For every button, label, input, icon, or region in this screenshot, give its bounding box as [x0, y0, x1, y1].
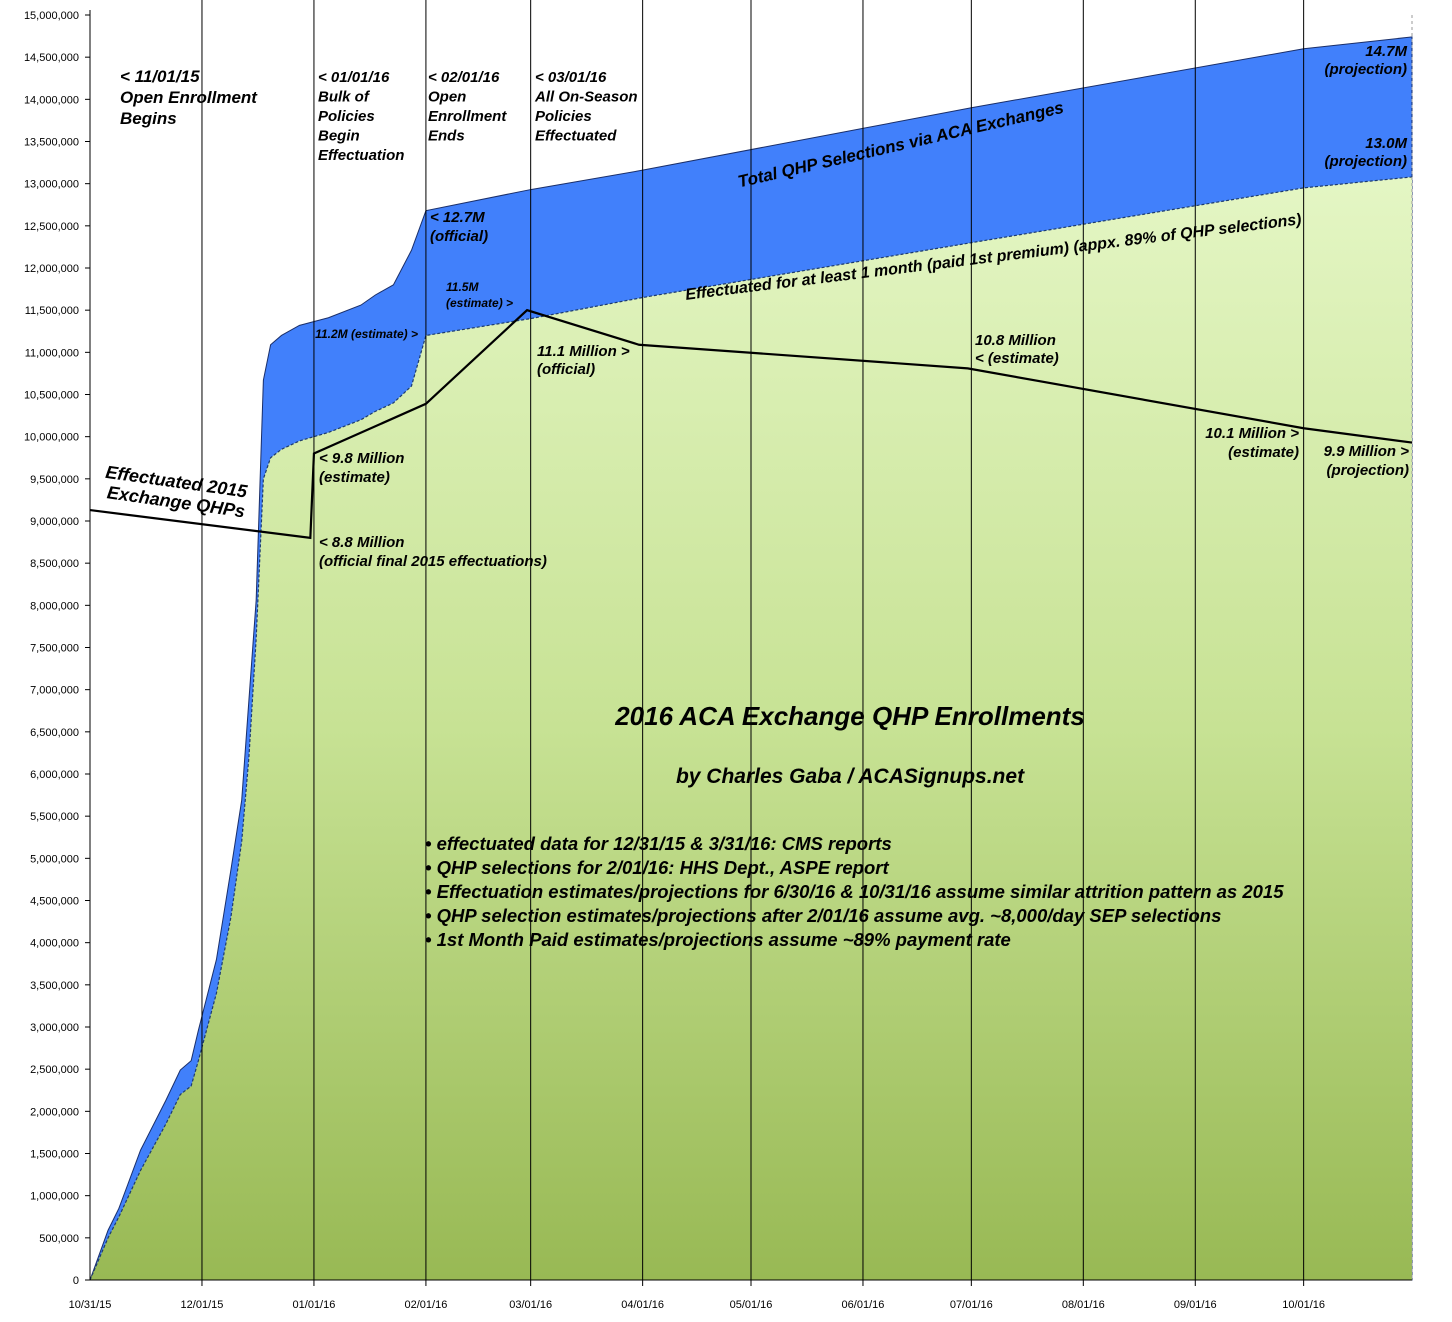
y-tick-label: 14,500,000 [24, 52, 79, 64]
y-tick-label: 12,500,000 [24, 221, 79, 233]
note: • Effectuation estimates/projections for… [425, 881, 1284, 902]
x-tick-label: 02/01/16 [405, 1299, 448, 1311]
y-tick-label: 3,000,000 [30, 1022, 79, 1034]
annotation: < (estimate) [975, 350, 1059, 367]
annotation: Policies [318, 108, 375, 125]
annotation: (estimate) [1228, 444, 1299, 461]
y-tick-label: 13,500,000 [24, 137, 79, 149]
annotation: (official) [430, 228, 488, 245]
annotation: Effectuation [318, 147, 404, 164]
note: • effectuated data for 12/31/15 & 3/31/1… [425, 833, 892, 854]
note: • QHP selections for 2/01/16: HHS Dept.,… [425, 857, 889, 878]
x-tick-label: 03/01/16 [509, 1299, 552, 1311]
y-tick-label: 3,500,000 [30, 980, 79, 992]
y-tick-label: 5,000,000 [30, 853, 79, 865]
y-tick-label: 4,000,000 [30, 938, 79, 950]
annotation: < 01/01/16 [318, 69, 390, 86]
annotation: Ends [428, 128, 465, 145]
x-tick-label: 04/01/16 [621, 1299, 664, 1311]
y-tick-label: 4,500,000 [30, 896, 79, 908]
y-tick-label: 2,000,000 [30, 1106, 79, 1118]
annotation: 9.9 Million > [1324, 443, 1410, 460]
annotation: Open Enrollment [120, 88, 258, 107]
x-tick-label: 09/01/16 [1174, 1299, 1217, 1311]
x-tick-label: 10/01/16 [1282, 1299, 1325, 1311]
annotation: 13.0M [1365, 135, 1407, 152]
x-tick-label: 12/01/15 [181, 1299, 224, 1311]
x-tick-label: 01/01/16 [293, 1299, 336, 1311]
note: • QHP selection estimates/projections af… [425, 905, 1221, 926]
annotation: < 03/01/16 [535, 69, 607, 86]
y-tick-label: 0 [73, 1275, 79, 1287]
y-tick-label: 7,000,000 [30, 685, 79, 697]
annotation: < 12.7M [430, 209, 485, 226]
annotation: Begin [318, 128, 360, 145]
y-tick-label: 5,500,000 [30, 811, 79, 823]
y-tick-label: 8,500,000 [30, 558, 79, 570]
annotation: Open [428, 89, 466, 106]
annotation: < 02/01/16 [428, 69, 500, 86]
annotation: < 11/01/15 [120, 67, 200, 86]
x-tick-label: 07/01/16 [950, 1299, 993, 1311]
y-tick-label: 7,500,000 [30, 643, 79, 655]
y-tick-label: 6,000,000 [30, 769, 79, 781]
annotation: (estimate) [319, 469, 390, 486]
annotation: 11.2M (estimate) > [315, 327, 418, 341]
y-tick-label: 11,500,000 [25, 305, 79, 317]
x-tick-label: 08/01/16 [1062, 1299, 1105, 1311]
annotation: All On-Season [534, 89, 638, 106]
annotation: Policies [535, 108, 592, 125]
y-tick-label: 1,500,000 [30, 1149, 79, 1161]
annotation: Begins [120, 109, 177, 128]
annotation: (estimate) > [446, 296, 513, 310]
chart-subtitle: by Charles Gaba / ACASignups.net [676, 765, 1025, 788]
y-tick-label: 13,000,000 [24, 179, 79, 191]
y-tick-label: 1,000,000 [30, 1191, 79, 1203]
y-tick-label: 10,500,000 [24, 390, 79, 402]
annotation: (projection) [1325, 61, 1408, 78]
y-tick-label: 15,000,000 [24, 10, 79, 22]
annotation: (official final 2015 effectuations) [319, 553, 547, 570]
annotation: 10.1 Million > [1205, 425, 1299, 442]
annotation: (official) [537, 361, 595, 378]
annotation: Enrollment [428, 108, 507, 125]
note: • 1st Month Paid estimates/projections a… [425, 929, 1011, 950]
y-tick-label: 8,000,000 [30, 600, 79, 612]
annotation: < 8.8 Million [319, 534, 404, 551]
series-label: Effectuated 2015 Exchange QHPs [102, 462, 254, 522]
y-tick-label: 9,000,000 [30, 516, 79, 528]
annotation: (projection) [1325, 153, 1408, 170]
y-tick-label: 500,000 [39, 1233, 79, 1245]
y-tick-label: 2,500,000 [30, 1064, 79, 1076]
annotation: Effectuated [535, 128, 617, 145]
chart-title: 2016 ACA Exchange QHP Enrollments [614, 701, 1085, 731]
area-edge [89, 176, 1413, 1281]
x-tick-label: 06/01/16 [842, 1299, 885, 1311]
y-tick-label: 10,000,000 [24, 432, 79, 444]
x-tick-label: 05/01/16 [730, 1299, 773, 1311]
annotation: Bulk of [318, 89, 371, 106]
y-tick-label: 12,000,000 [24, 263, 79, 275]
y-tick-label: 14,000,000 [24, 94, 79, 106]
x-tick-label: 10/31/15 [69, 1299, 112, 1311]
annotation: 10.8 Million [975, 332, 1056, 349]
y-tick-label: 9,500,000 [30, 474, 79, 486]
annotation: 11.5M [446, 280, 479, 294]
annotation: (projection) [1327, 462, 1410, 479]
y-tick-label: 11,000,000 [25, 347, 79, 359]
annotation: < 9.8 Million [319, 450, 404, 467]
line [89, 308, 1413, 540]
annotation: 11.1 Million > [537, 343, 630, 360]
annotation: 14.7M [1365, 43, 1407, 60]
y-tick-label: 6,500,000 [30, 727, 79, 739]
